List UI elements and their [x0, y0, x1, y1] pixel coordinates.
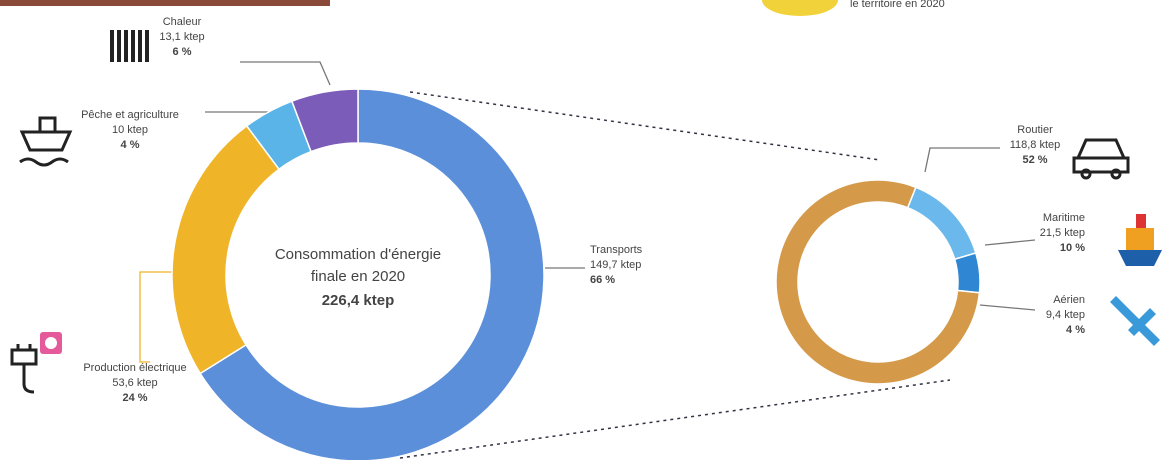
plane-icon: [1110, 296, 1160, 346]
share-label: 24 %: [122, 392, 147, 404]
donut-segment: [171, 124, 281, 375]
value-label: 118,8 ktep: [1010, 139, 1061, 151]
category-label: Pêche et agriculture: [81, 109, 179, 121]
category-label: Maritime: [1043, 212, 1085, 224]
leader-line: [924, 147, 1000, 173]
category-label: Routier: [1017, 124, 1053, 136]
share-label: 10 %: [1060, 242, 1085, 254]
value-label: 9,4 ktep: [1046, 309, 1085, 321]
boat-icon: [19, 116, 73, 167]
share-label: 4 %: [121, 139, 140, 151]
category-label: Chaleur: [163, 16, 202, 28]
ship-icon: [1118, 214, 1162, 266]
car-icon: [1072, 138, 1130, 180]
value-label: 149,7 ktep: [590, 259, 641, 271]
category-label: Aérien: [1053, 294, 1085, 306]
value-label: 13,1 ktep: [159, 31, 204, 43]
donut-segment: [906, 186, 977, 261]
total-label: 226,4 ktep: [322, 292, 395, 309]
value-label: 10 ktep: [112, 124, 148, 136]
category-label: Transports: [590, 244, 643, 256]
center-label: finale en 2020: [311, 268, 405, 285]
share-label: 4 %: [1066, 324, 1085, 336]
center-label: Consommation d'énergie: [275, 246, 441, 263]
header-icon: [762, 0, 838, 16]
value-label: 53,6 ktep: [112, 377, 157, 389]
leader-line: [139, 271, 175, 363]
donut-segment: [953, 252, 981, 294]
header-fragment: le territoire en 2020: [850, 0, 945, 10]
header-bar: [0, 0, 330, 6]
donut-segment: [775, 179, 981, 385]
share-label: 6 %: [173, 46, 192, 58]
share-label: 52 %: [1022, 154, 1047, 166]
category-label: Production électrique: [83, 362, 186, 374]
donut-segment: [290, 88, 359, 153]
leader-line: [979, 304, 1036, 311]
donut-segment: [199, 88, 545, 460]
plug-icon: [10, 332, 62, 394]
connector: [409, 91, 881, 161]
radiator-icon: [110, 30, 149, 62]
value-label: 21,5 ktep: [1040, 227, 1085, 239]
leader-line: [984, 239, 1036, 246]
leader-line: [240, 61, 331, 86]
share-label: 66 %: [590, 274, 615, 286]
connector: [399, 379, 951, 459]
